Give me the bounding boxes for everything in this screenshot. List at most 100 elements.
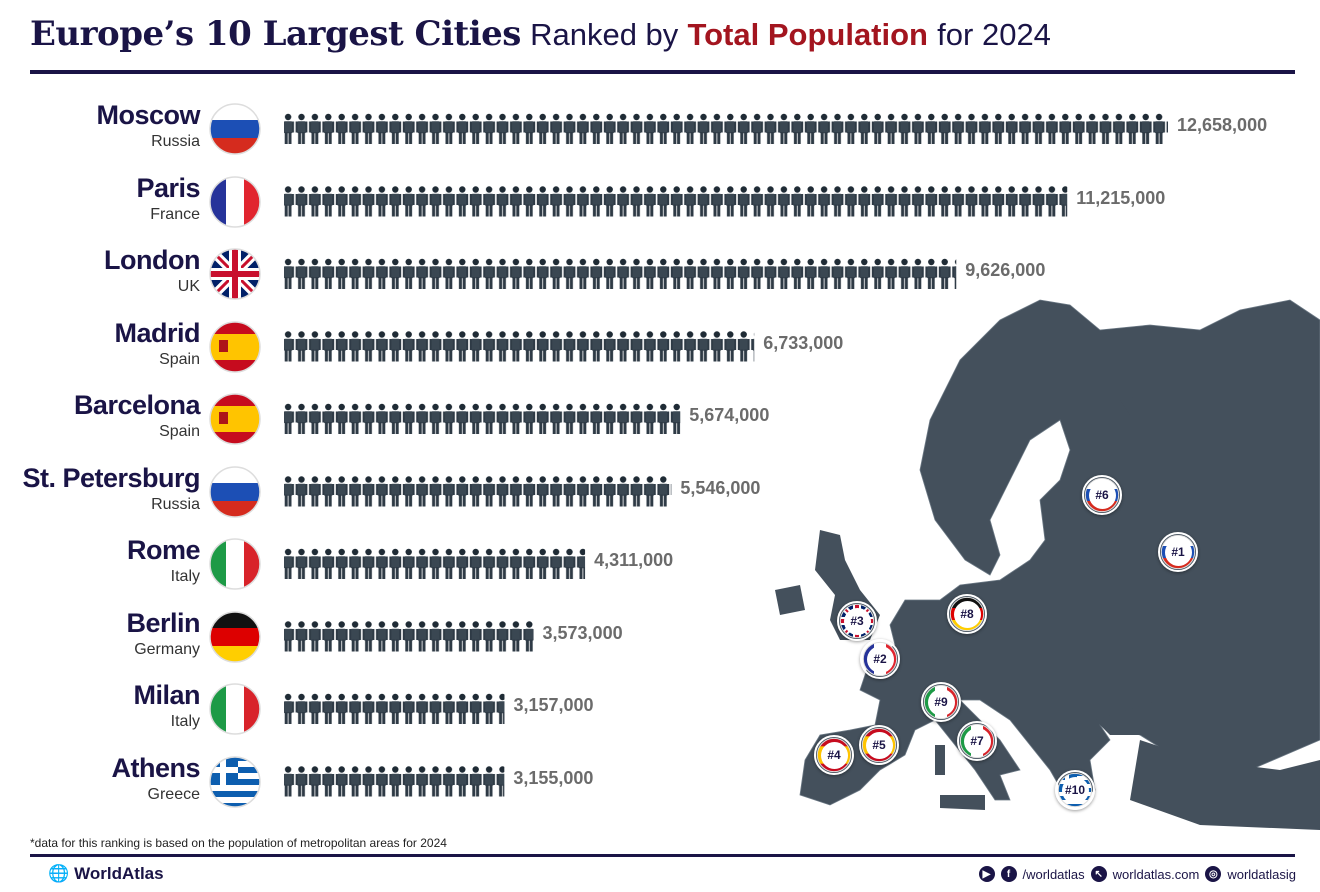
facebook-icon[interactable]: f: [1000, 866, 1017, 882]
city-row: London UK 9,626,000: [0, 245, 1320, 317]
title-divider: [30, 70, 1295, 74]
map-marker-rank-7: #7: [957, 721, 997, 761]
country-name: Germany: [134, 640, 200, 658]
map-marker-rank-8: #8: [947, 594, 987, 634]
city-name: Barcelona: [73, 390, 201, 420]
youtube-icon[interactable]: ▶: [978, 866, 995, 882]
value-label: 9,626,000: [965, 260, 1046, 280]
rank-label: #7: [963, 727, 991, 755]
rank-label: #8: [953, 600, 981, 628]
bar-madrid: [284, 330, 755, 363]
rank-label: #2: [866, 645, 894, 673]
italy-flag-icon: [208, 537, 262, 591]
instagram-icon[interactable]: ◎: [1205, 866, 1222, 882]
brand-name: WorldAtlas: [74, 864, 164, 883]
globe-icon: 🌐: [48, 864, 70, 883]
map-marker-rank-9: #9: [921, 682, 961, 722]
map-marker-rank-10: #10: [1055, 770, 1095, 810]
city-row: Madrid Spain 6,733,000: [0, 318, 1320, 390]
value-label: 12,658,000: [1177, 115, 1268, 135]
spain-flag-icon: [208, 320, 262, 374]
country-name: Greece: [147, 785, 200, 803]
title-ranked-by: Ranked by: [530, 17, 679, 52]
map-marker-rank-1: #1: [1158, 532, 1198, 572]
value-label: 5,674,000: [689, 405, 770, 425]
bar-athens: [284, 765, 505, 798]
map-marker-rank-2: #2: [860, 639, 900, 679]
city-name: Milan: [133, 680, 200, 710]
country-name: UK: [177, 278, 200, 295]
website-link[interactable]: worldatlas.com: [1112, 866, 1200, 882]
country-name: Spain: [159, 423, 200, 440]
map-marker-rank-3: #3: [837, 601, 877, 641]
title-year: for 2024: [937, 17, 1051, 52]
uk-flag-icon: [208, 247, 262, 301]
rank-label: #5: [865, 731, 893, 759]
city-name: Paris: [136, 172, 200, 203]
france-flag-icon: [208, 175, 262, 229]
bar-moscow: [284, 113, 1168, 145]
value-label: 4,311,000: [594, 550, 674, 570]
city-row: Barcelona Spain 5,674,000: [0, 390, 1320, 462]
bar-barcelona: [284, 403, 681, 435]
title-highlight: Total Population: [687, 17, 928, 52]
bar-rome: [284, 548, 586, 580]
rank-label: #6: [1088, 481, 1116, 509]
rank-label: #1: [1164, 538, 1192, 566]
rank-label: #10: [1061, 776, 1089, 804]
country-name: Italy: [170, 713, 200, 730]
value-label: 6,733,000: [763, 332, 844, 353]
city-name: Rome: [126, 535, 201, 565]
bar-paris: [284, 185, 1068, 218]
country-name: Italy: [170, 568, 200, 585]
map-marker-rank-5: #5: [859, 725, 899, 765]
spain-flag-icon: [208, 392, 262, 446]
value-label: 3,573,000: [542, 622, 623, 643]
russia-flag-icon: [208, 102, 262, 156]
value-label: 3,155,000: [513, 767, 594, 788]
russia-flag-icon: [208, 465, 262, 519]
country-name: France: [150, 205, 200, 223]
worldatlas-logo[interactable]: 🌐 WorldAtlas: [48, 864, 164, 884]
cursor-icon[interactable]: ↖: [1090, 866, 1107, 882]
city-name: St. Petersburg: [22, 462, 200, 493]
city-row: Paris France 11,215,000: [0, 173, 1320, 245]
city-row: Athens Greece 3,155,000: [0, 753, 1320, 825]
city-name: Athens: [111, 752, 200, 783]
value-label: 11,215,000: [1076, 187, 1166, 208]
footer-divider: [30, 854, 1295, 857]
footnote: *data for this ranking is based on the p…: [30, 836, 447, 850]
rank-label: #9: [927, 688, 955, 716]
rank-label: #3: [843, 607, 871, 635]
country-name: Spain: [159, 350, 200, 368]
value-label: 3,157,000: [513, 695, 594, 715]
bar-berlin: [284, 620, 534, 653]
map-marker-rank-6: #6: [1082, 475, 1122, 515]
social-links: ▶ f /worldatlas ↖ worldatlas.com ◎ world…: [978, 866, 1296, 882]
rank-label: #4: [820, 741, 848, 769]
city-name: Berlin: [126, 607, 200, 638]
bar-london: [284, 258, 957, 290]
country-name: Russia: [151, 133, 200, 150]
title-main: Europe’s 10 Largest Cities: [30, 14, 521, 54]
greece-flag-icon: [208, 755, 262, 809]
city-name: Madrid: [114, 317, 200, 348]
facebook-handle[interactable]: /worldatlas: [1022, 866, 1085, 882]
city-row: Moscow Russia 12,658,000: [0, 100, 1320, 172]
map-marker-rank-4: #4: [814, 735, 854, 775]
page-title: Europe’s 10 Largest Cities Ranked by Tot…: [30, 14, 1051, 54]
italy-flag-icon: [208, 682, 262, 736]
instagram-handle[interactable]: worldatlasig: [1227, 866, 1296, 882]
country-name: Russia: [151, 495, 200, 513]
city-row: Rome Italy 4,311,000: [0, 535, 1320, 607]
value-label: 5,546,000: [680, 477, 761, 498]
germany-flag-icon: [208, 610, 262, 664]
city-row: Berlin Germany 3,573,000: [0, 608, 1320, 680]
bar-st-petersburg: [284, 475, 672, 508]
city-name: Moscow: [96, 100, 200, 130]
city-row: St. Petersburg Russia 5,546,000: [0, 463, 1320, 535]
city-name: London: [104, 245, 200, 275]
bar-milan: [284, 693, 505, 725]
